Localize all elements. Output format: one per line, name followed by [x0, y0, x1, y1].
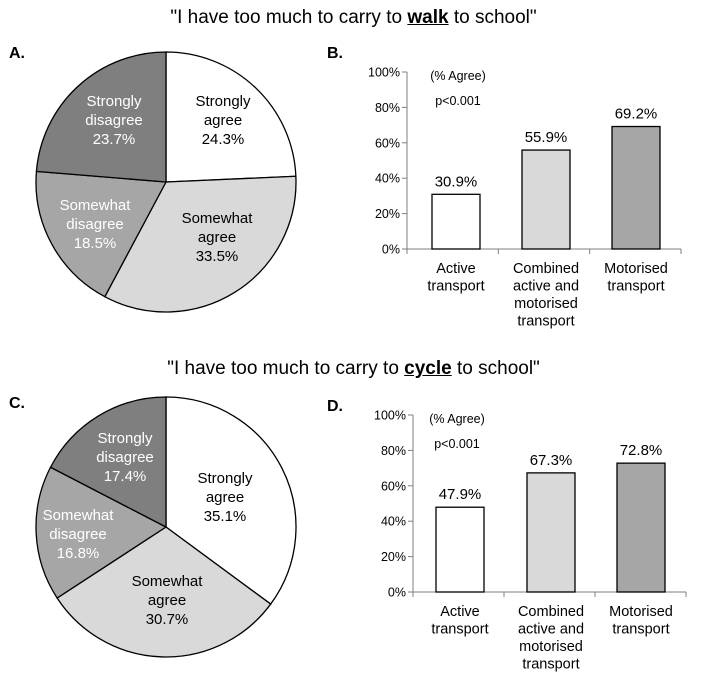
bar: [616, 462, 666, 593]
category-label: Active transport: [431, 604, 488, 638]
pie-slice: [49, 396, 167, 529]
y-tick-label: 40%: [381, 515, 406, 529]
section-title-before: "I have too much to carry to: [167, 358, 405, 379]
bar-value-label: 69.2%: [615, 106, 658, 123]
bar-value-label: 67.3%: [530, 452, 573, 469]
section-title-walk: "I have too much to carry to walk to sch…: [0, 7, 707, 29]
y-tick-label: 20%: [375, 207, 400, 221]
y-tick-label: 80%: [375, 101, 400, 115]
y-tick-label: 40%: [375, 172, 400, 186]
section-title-after: to school": [451, 358, 540, 379]
pie-slice-label: Somewhat disagree 16.8%: [43, 507, 115, 562]
y-tick-label: 0%: [388, 586, 406, 600]
bar-value-label: 47.9%: [439, 486, 482, 503]
category-label: Combined active and motorised transport: [518, 604, 584, 673]
y-tick-label: 100%: [374, 409, 406, 423]
pie-slice: [35, 466, 168, 599]
pie-slice-label: Strongly agree 35.1%: [197, 470, 253, 525]
category-label: Motorised transport: [604, 261, 668, 295]
pie-slice: [165, 51, 297, 183]
y-tick-label: 80%: [381, 444, 406, 458]
pie-slice: [56, 526, 272, 658]
y-tick-label: 60%: [375, 136, 400, 150]
annotation: (% Agree) p<0.001: [429, 412, 485, 451]
section-title-after: to school": [448, 7, 537, 28]
panel-letter-b: B.: [327, 45, 343, 62]
pie-slice-label: Strongly disagree 23.7%: [85, 93, 143, 148]
annotation: (% Agree) p<0.001: [430, 69, 486, 108]
pie-slice: [35, 170, 168, 298]
y-tick-label: 0%: [382, 243, 400, 257]
bar-walk: 0% 20% 40% 60% 80% 100% 30.9% Active transport 55…: [368, 66, 682, 330]
section-title-cycle: "I have too much to carry to cycle to sc…: [0, 358, 707, 380]
panel-letter-d: D.: [327, 398, 343, 415]
category-label: Active transport: [427, 261, 484, 295]
bar: [611, 125, 661, 250]
bar-value-label: 72.8%: [620, 442, 663, 459]
pie-walk: Strongly agree 24.3% Somewhat agree 33.5% Some…: [35, 51, 297, 313]
panel-letter-a: A.: [9, 45, 25, 62]
pie-slice-label: Somewhat agree 33.5%: [182, 210, 254, 265]
pie-slice-label: Strongly disagree 17.4%: [96, 430, 154, 485]
section-title-keyword: cycle: [404, 358, 452, 379]
y-tick-label: 60%: [381, 479, 406, 493]
category-label: Combined active and motorised transport: [513, 261, 579, 330]
pie-slice: [35, 51, 167, 183]
pie-slice-label: Strongly agree 24.3%: [195, 93, 251, 148]
category-label: Motorised transport: [609, 604, 673, 638]
pie-cycle: Strongly agree 35.1% Somewhat agree 30.7% Some…: [35, 396, 297, 658]
bar: [526, 472, 576, 593]
bar: [521, 149, 571, 250]
bar: [435, 506, 485, 593]
section-title-keyword: walk: [407, 7, 449, 28]
panel-letter-c: C.: [9, 395, 25, 412]
bar-value-label: 30.9%: [435, 173, 478, 190]
y-tick-label: 20%: [381, 550, 406, 564]
y-tick-label: 100%: [368, 66, 400, 80]
pie-slice-label: Somewhat agree 30.7%: [132, 573, 204, 628]
pie-slice: [103, 175, 297, 313]
bar-value-label: 55.9%: [525, 129, 568, 146]
pie-slice-label: Somewhat disagree 18.5%: [60, 197, 132, 252]
section-title-before: "I have too much to carry to: [170, 7, 408, 28]
bar: [431, 193, 481, 250]
bar-cycle: 0% 20% 40% 60% 80% 100% 47.9% Active transport 67…: [374, 409, 687, 673]
pie-slice: [165, 396, 297, 605]
